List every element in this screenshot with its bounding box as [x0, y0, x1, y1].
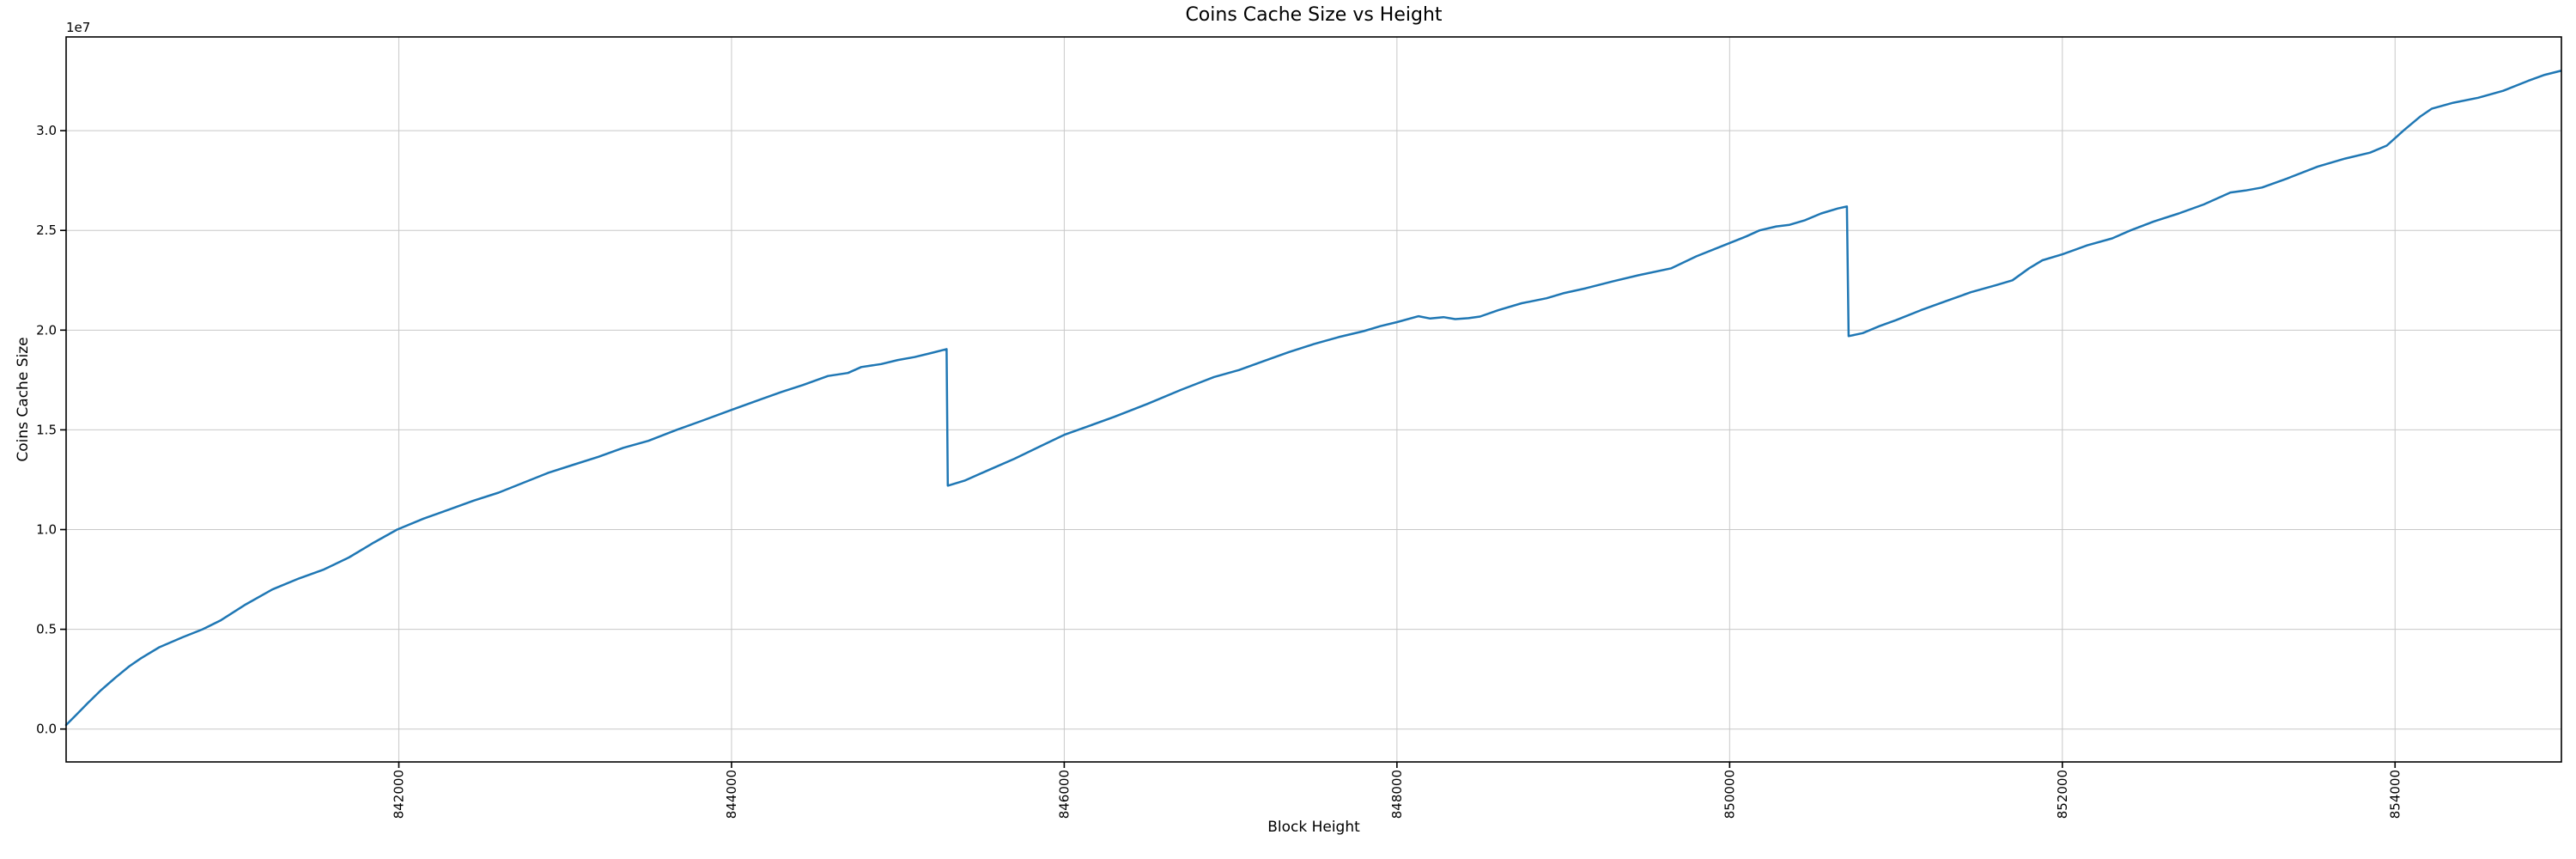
y-tick-label: 1.0 — [36, 522, 57, 538]
tick-marks — [60, 130, 2397, 768]
y-tick-label: 0.0 — [36, 722, 57, 737]
y-tick-label: 2.0 — [36, 322, 57, 338]
x-tick-label: 854000 — [2387, 770, 2403, 819]
x-tick-label: 852000 — [2055, 770, 2070, 819]
plot-border — [65, 36, 2562, 763]
x-tick-label: 846000 — [1056, 770, 1072, 819]
cache-size-line — [64, 70, 2562, 727]
x-tick-label: 842000 — [391, 770, 406, 819]
x-tick-label: 844000 — [724, 770, 739, 819]
y-tick-label: 3.0 — [36, 123, 57, 138]
x-tick-label: 848000 — [1389, 770, 1405, 819]
y-tick-label: 2.5 — [36, 222, 57, 238]
x-tick-label: 850000 — [1722, 770, 1737, 819]
x-tick-labels: 842000 844000 846000 848000 850000 852000 8540… — [391, 770, 2403, 819]
y-tick-labels: 0.0 0.5 1.0 1.5 2.0 2.5 3.0 — [36, 123, 57, 737]
gridlines — [66, 37, 2561, 762]
y-tick-label: 0.5 — [36, 622, 57, 637]
y-tick-label: 1.5 — [36, 422, 57, 437]
y-axis-offset-label: 1e7 — [66, 20, 91, 35]
x-axis-label: Block Height — [1267, 819, 1360, 836]
chart-title: Coins Cache Size vs Height — [1185, 4, 1443, 26]
